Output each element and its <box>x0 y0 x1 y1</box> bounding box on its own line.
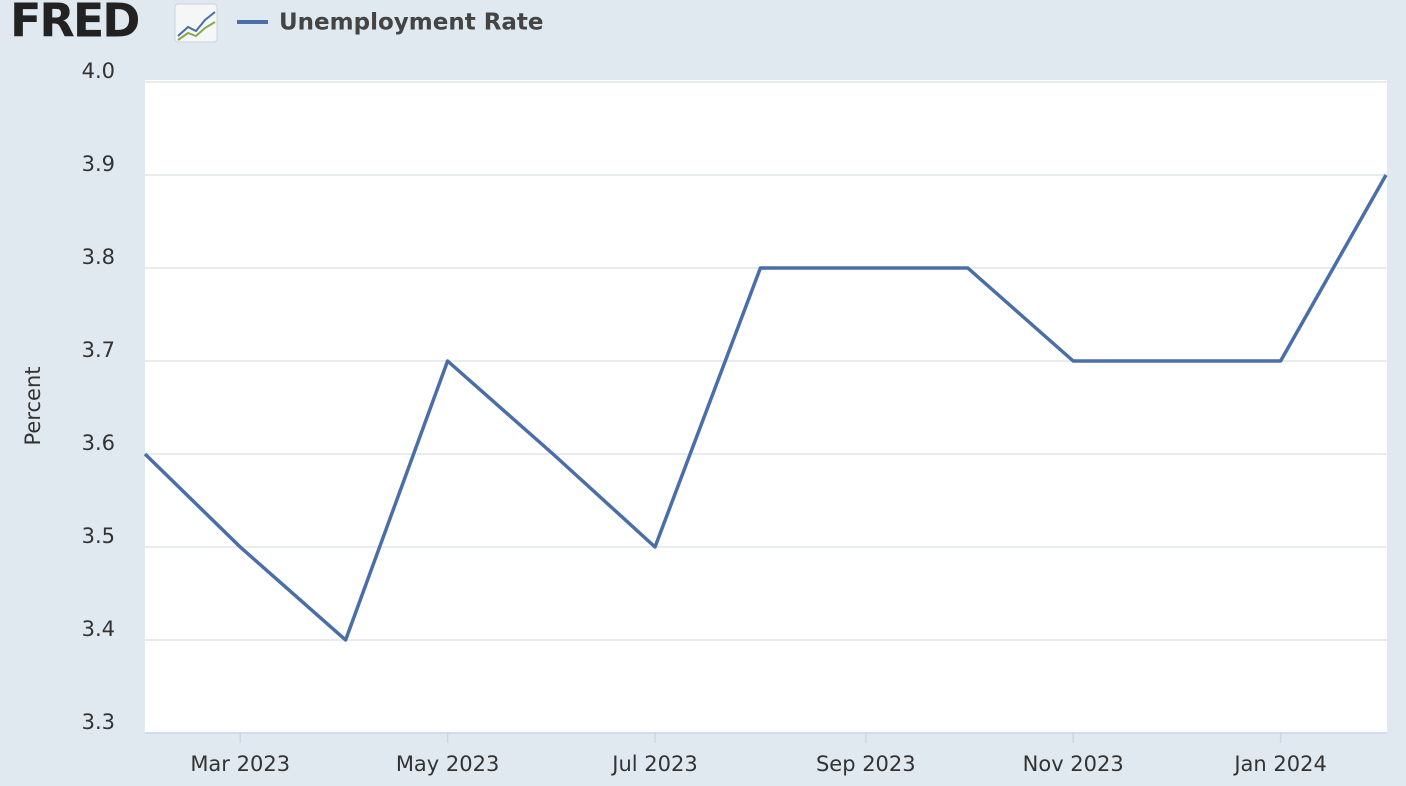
series-line <box>143 174 1388 642</box>
y-tick-label: 3.3 <box>82 710 115 734</box>
x-tick-label: Sep 2023 <box>816 752 916 776</box>
logo-icon <box>174 3 218 43</box>
logo: FRED <box>10 0 138 48</box>
y-tick-label: 3.4 <box>82 617 115 641</box>
x-tick-label: Jul 2023 <box>610 752 697 776</box>
y-tick-label: 3.6 <box>82 431 115 455</box>
y-tick-label: 4.0 <box>82 59 115 83</box>
y-axis-label: Percent <box>21 366 45 445</box>
x-tick-label: Mar 2023 <box>190 752 290 776</box>
x-tick-label: Nov 2023 <box>1023 752 1124 776</box>
y-tick-label: 3.8 <box>82 245 115 269</box>
x-tick-label: Jan 2024 <box>1232 752 1327 776</box>
plot-area <box>145 80 1387 733</box>
y-tick-label: 3.5 <box>82 524 115 548</box>
x-tick-label: May 2023 <box>396 752 500 776</box>
legend-label: Unemployment Rate <box>279 10 544 36</box>
y-tick-label: 3.9 <box>82 152 115 176</box>
y-tick-label: 3.7 <box>82 338 115 362</box>
